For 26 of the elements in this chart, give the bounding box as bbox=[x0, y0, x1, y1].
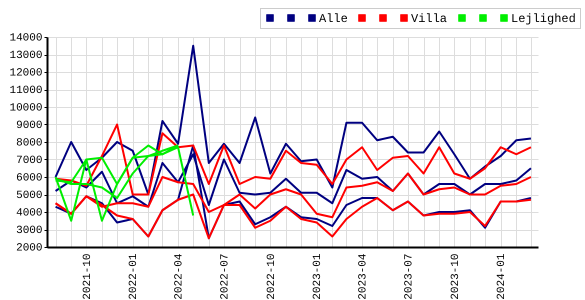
legend-label: Alle bbox=[319, 12, 348, 26]
y-tick-label: 12000 bbox=[9, 68, 42, 80]
y-tick-label: 11000 bbox=[9, 85, 42, 97]
x-tick-label: 2023-07 bbox=[403, 254, 416, 300]
x-tick-label: 2023-04 bbox=[358, 253, 370, 300]
y-tick-label: 6000 bbox=[16, 172, 42, 184]
legend-label: Villa bbox=[411, 12, 448, 26]
y-tick-label: 2000 bbox=[16, 242, 42, 254]
x-tick-label: 2022-10 bbox=[266, 254, 278, 300]
y-tick-label: 8000 bbox=[16, 138, 42, 150]
y-tick-label: 5000 bbox=[16, 190, 42, 202]
y-tick-label: 4000 bbox=[16, 208, 42, 220]
y-tick-label: 7000 bbox=[16, 155, 42, 167]
x-tick-label: 2024-01 bbox=[496, 253, 508, 300]
x-tick-label: 2021-10 bbox=[82, 254, 94, 300]
x-tick-label: 2023-01 bbox=[312, 253, 324, 300]
y-tick-label: 13000 bbox=[9, 50, 42, 62]
y-tick-label: 9000 bbox=[16, 120, 42, 132]
y-tick-label: 10000 bbox=[9, 102, 42, 114]
y-tick-label: 14000 bbox=[9, 32, 42, 44]
y-tick-label: 3000 bbox=[16, 225, 42, 237]
legend-label: Lejlighed bbox=[511, 12, 576, 26]
x-tick-label: 2022-04 bbox=[174, 253, 186, 300]
x-tick-label: 2022-07 bbox=[219, 254, 232, 300]
x-tick-label: 2022-01 bbox=[128, 253, 140, 300]
x-tick-label: 2023-10 bbox=[450, 254, 462, 300]
